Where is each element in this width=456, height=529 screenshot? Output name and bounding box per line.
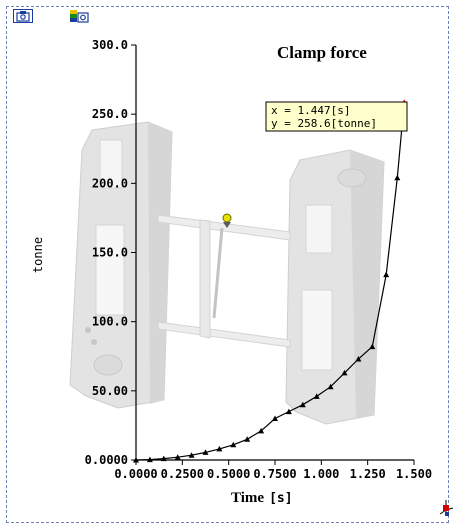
data-point[interactable] xyxy=(230,441,237,448)
y-tick-label: 300.0 xyxy=(92,38,128,52)
data-point[interactable] xyxy=(244,436,251,442)
probe-marker xyxy=(222,213,232,228)
tooltip-y: y = 258.6[tonne] xyxy=(271,117,377,130)
data-point[interactable] xyxy=(383,271,390,278)
data-tooltip: x = 1.447[s] y = 258.6[tonne] xyxy=(265,101,408,132)
y-tick-label: 0.0000 xyxy=(85,453,128,467)
series-layer xyxy=(133,99,408,463)
x-tick-label: 0.7500 xyxy=(253,467,296,481)
data-point[interactable] xyxy=(174,454,181,460)
data-point[interactable] xyxy=(299,401,306,408)
x-tick-label: 1.000 xyxy=(303,467,339,481)
data-point[interactable] xyxy=(146,456,153,463)
data-point[interactable] xyxy=(216,445,223,452)
y-axis-label: tonne xyxy=(31,237,45,273)
x-axis-label-main: Time xyxy=(231,490,264,506)
y-tick-label: 200.0 xyxy=(92,176,128,190)
data-point[interactable] xyxy=(188,452,195,458)
plot-window xyxy=(6,6,449,523)
y-tick-label: 250.0 xyxy=(92,107,128,121)
data-point[interactable] xyxy=(285,408,292,415)
data-point[interactable] xyxy=(133,457,139,463)
y-tick-label: 150.0 xyxy=(92,246,128,260)
x-tick-label: 1.250 xyxy=(350,467,386,481)
data-point[interactable] xyxy=(258,427,265,434)
chart-title: Clamp force xyxy=(277,43,367,62)
data-point[interactable] xyxy=(160,455,167,462)
data-point[interactable] xyxy=(272,415,278,422)
data-point[interactable] xyxy=(394,174,401,181)
tooltip-x: x = 1.447[s] xyxy=(271,104,350,117)
data-point[interactable] xyxy=(355,356,362,362)
mold-model-image xyxy=(69,121,385,425)
y-tick-label: 50.00 xyxy=(92,384,128,398)
data-point[interactable] xyxy=(202,449,209,455)
data-point[interactable] xyxy=(327,383,334,390)
axis-triad-icon xyxy=(439,500,454,516)
x-tick-label: 0.5000 xyxy=(207,467,250,481)
y-tick-label: 100.0 xyxy=(92,315,128,329)
x-axis-label-unit: [s] xyxy=(269,491,292,506)
layers-icon[interactable] xyxy=(69,9,89,23)
x-tick-label: 1.500 xyxy=(396,467,432,481)
camera-icon[interactable] xyxy=(13,9,33,23)
x-tick-label: 0.0000 xyxy=(114,467,157,481)
data-point[interactable] xyxy=(313,393,320,399)
x-tick-label: 0.2500 xyxy=(161,467,204,481)
data-point[interactable] xyxy=(341,369,348,376)
data-point[interactable] xyxy=(369,343,376,350)
x-axis-label: Time [s] xyxy=(231,490,293,506)
